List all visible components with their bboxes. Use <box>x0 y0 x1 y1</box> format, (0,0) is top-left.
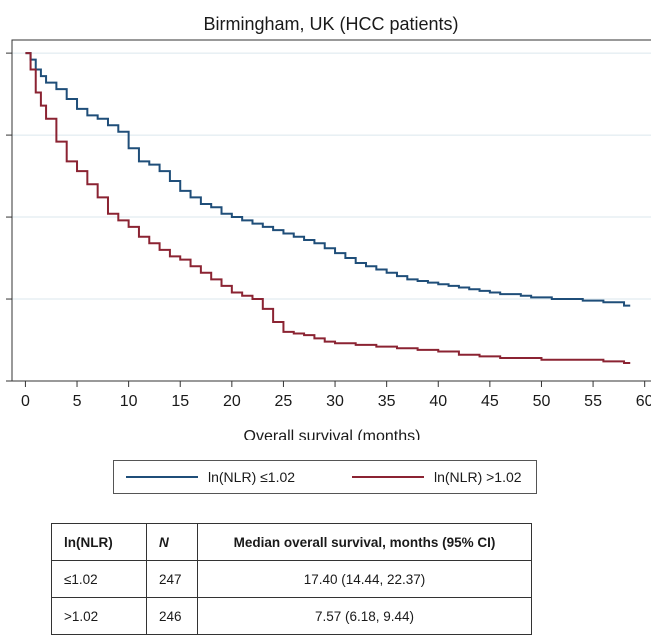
survival-chart: Birmingham, UK (HCC patients) 0 5 10 15 20 25… <box>6 14 651 440</box>
series-line-high-nlr <box>25 52 631 364</box>
table-header-median: Median overall survival, months (95% CI) <box>197 523 532 561</box>
chart-title: Birmingham, UK (HCC patients) <box>203 14 458 34</box>
x-tick-label: 35 <box>378 393 396 410</box>
table-cell-group: ≤1.02 <box>51 560 147 598</box>
legend-item-high-nlr: ln(NLR) >1.02 <box>352 461 522 493</box>
table-header-row: ln(NLR) N Median overall survival, month… <box>51 523 532 561</box>
x-tick-label: 60 <box>636 393 651 410</box>
table-cell-n: 246 <box>146 597 198 635</box>
x-tick-label: 20 <box>223 393 241 410</box>
x-tick-label: 55 <box>584 393 602 410</box>
legend: ln(NLR) ≤1.02 ln(NLR) >1.02 <box>113 460 537 494</box>
x-tick-label: 25 <box>275 393 293 410</box>
x-tick-label: 15 <box>171 393 189 410</box>
x-axis-label: Overall survival (months) <box>244 428 421 440</box>
legend-label-high-nlr: ln(NLR) >1.02 <box>434 469 522 485</box>
x-tick-label: 0 <box>21 393 30 410</box>
table-header-n: N <box>146 523 198 561</box>
x-tick-label: 10 <box>120 393 138 410</box>
table-cell-median: 17.40 (14.44, 22.37) <box>197 560 532 598</box>
y-axis-ticks <box>6 52 12 382</box>
legend-swatch-high-nlr <box>352 476 424 478</box>
x-tick-label: 5 <box>73 393 82 410</box>
survival-curves <box>25 52 631 364</box>
x-tick-label: 40 <box>429 393 447 410</box>
series-line-low-nlr <box>25 52 631 307</box>
legend-swatch-low-nlr <box>126 476 198 478</box>
x-tick-label: 50 <box>533 393 551 410</box>
legend-label-low-nlr: ln(NLR) ≤1.02 <box>208 469 296 485</box>
x-tick-label: 30 <box>326 393 344 410</box>
x-axis: 0 5 10 15 20 25 30 35 40 45 50 55 60 <box>21 381 651 410</box>
table-cell-median: 7.57 (6.18, 9.44) <box>197 597 532 635</box>
grid-lines <box>12 52 651 382</box>
table-cell-n: 247 <box>146 560 198 598</box>
table-row: ≤1.02 247 17.40 (14.44, 22.37) <box>51 560 532 598</box>
x-tick-label: 45 <box>481 393 499 410</box>
legend-item-low-nlr: ln(NLR) ≤1.02 <box>126 461 295 493</box>
median-survival-table: ln(NLR) N Median overall survival, month… <box>51 523 532 635</box>
table-cell-group: >1.02 <box>51 597 147 635</box>
table-row: >1.02 246 7.57 (6.18, 9.44) <box>51 597 532 635</box>
table-header-lnnlr: ln(NLR) <box>51 523 147 561</box>
plot-frame <box>11 39 651 382</box>
